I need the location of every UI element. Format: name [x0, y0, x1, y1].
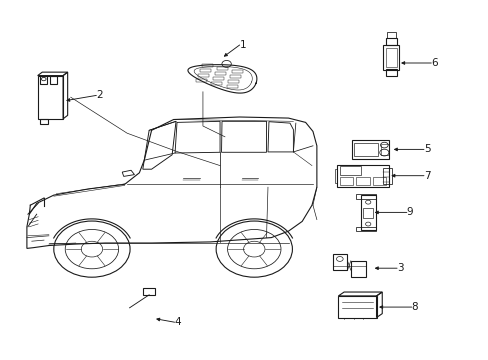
Bar — [337, 165, 388, 187]
Text: 3: 3 — [396, 263, 403, 273]
Bar — [339, 177, 353, 185]
Bar — [50, 76, 57, 84]
Text: 7: 7 — [423, 171, 430, 181]
Bar — [38, 76, 63, 119]
Bar — [40, 76, 47, 84]
Bar — [385, 48, 396, 67]
Bar — [338, 296, 376, 318]
Bar — [383, 45, 398, 71]
Bar — [360, 195, 375, 230]
Bar — [356, 177, 369, 185]
Bar — [386, 32, 395, 38]
Bar — [351, 140, 388, 159]
Bar — [334, 169, 337, 183]
Bar — [339, 166, 360, 175]
Text: 6: 6 — [430, 58, 437, 68]
Text: 9: 9 — [406, 207, 413, 217]
Bar — [332, 254, 347, 270]
Bar — [143, 288, 155, 295]
Bar — [385, 38, 396, 45]
Bar — [350, 261, 365, 277]
Text: 8: 8 — [411, 302, 418, 312]
Bar — [40, 119, 48, 124]
Bar — [362, 208, 373, 218]
Bar — [356, 194, 375, 199]
Text: 5: 5 — [423, 144, 430, 154]
Bar — [372, 177, 386, 185]
Bar — [353, 143, 377, 156]
Bar — [385, 69, 396, 76]
Bar — [356, 227, 375, 231]
Text: 1: 1 — [239, 40, 246, 50]
Bar — [380, 144, 388, 156]
Text: 2: 2 — [96, 90, 103, 100]
Text: 4: 4 — [174, 317, 181, 327]
Bar — [382, 168, 391, 184]
